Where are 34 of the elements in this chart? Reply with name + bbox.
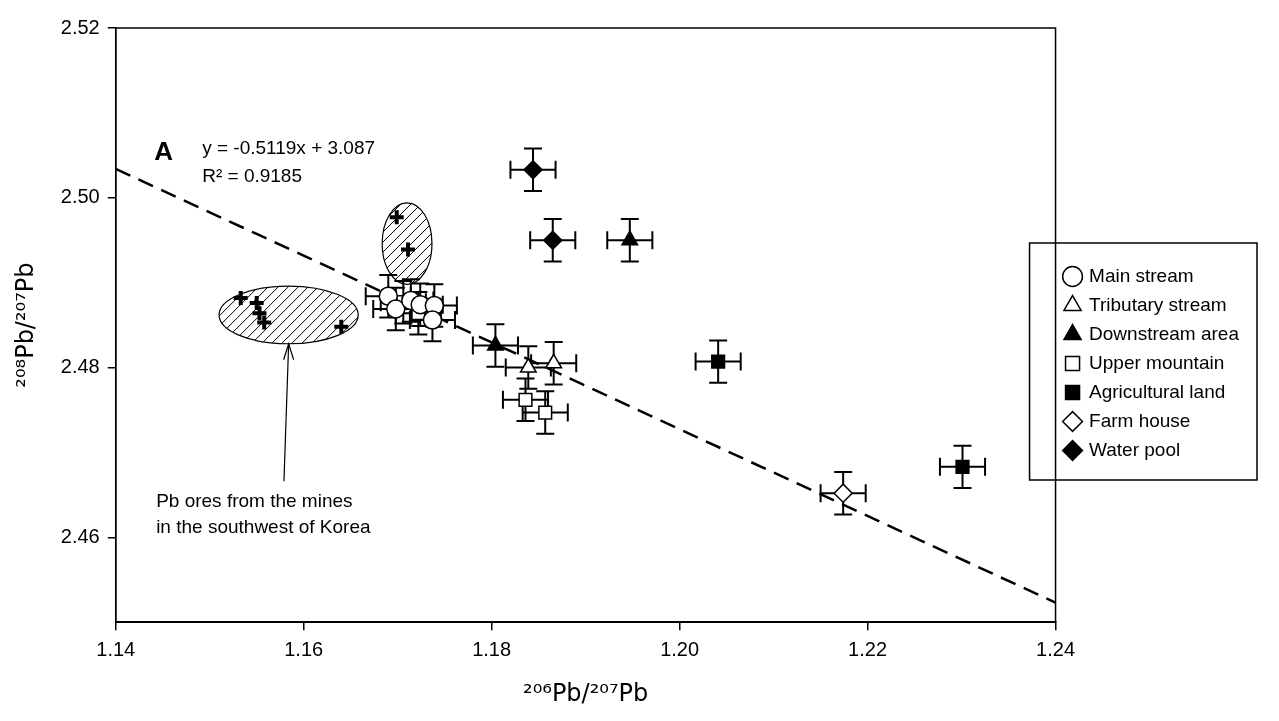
point bbox=[538, 405, 553, 420]
point bbox=[386, 299, 406, 319]
x-tick-label: 1.24 bbox=[1036, 637, 1076, 660]
point bbox=[711, 354, 726, 369]
point bbox=[833, 483, 853, 503]
point bbox=[518, 392, 533, 407]
y-tick-label: 2.46 bbox=[60, 524, 100, 547]
point bbox=[332, 317, 351, 336]
y-tick-label: 2.50 bbox=[60, 185, 100, 208]
legend-label: Upper mountain bbox=[1089, 351, 1225, 373]
legend-label: Agricultural land bbox=[1089, 380, 1226, 402]
x-tick-label: 1.22 bbox=[848, 637, 888, 660]
legend-label: Tributary stream bbox=[1089, 293, 1227, 315]
annotation: R² = 0.9185 bbox=[202, 164, 303, 186]
x-tick-label: 1.20 bbox=[660, 637, 700, 660]
legend-label: Main stream bbox=[1089, 264, 1194, 286]
x-axis-title: ²⁰⁶Pb/²⁰⁷Pb bbox=[523, 678, 649, 707]
y-tick-label: 2.52 bbox=[60, 15, 100, 38]
legend-label: Farm house bbox=[1089, 409, 1191, 431]
point bbox=[422, 310, 443, 330]
annotation: A bbox=[154, 135, 174, 166]
legend-label: Downstream area bbox=[1089, 322, 1240, 344]
point bbox=[542, 230, 563, 250]
x-tick-label: 1.16 bbox=[284, 637, 324, 660]
annotation: Pb ores from the mines in the southwest of Korea bbox=[156, 489, 371, 537]
annotation: y = -0.5119x + 3.087 bbox=[202, 136, 376, 158]
y-axis-title: ²⁰⁸Pb/²⁰⁷Pb bbox=[10, 262, 39, 388]
point bbox=[955, 459, 970, 474]
point bbox=[387, 208, 406, 227]
x-tick-label: 1.14 bbox=[96, 637, 136, 660]
y-tick-label: 2.48 bbox=[60, 355, 100, 378]
x-tick-label: 1.18 bbox=[472, 637, 512, 660]
point bbox=[523, 160, 543, 180]
legend-label: Water pool bbox=[1089, 438, 1181, 460]
